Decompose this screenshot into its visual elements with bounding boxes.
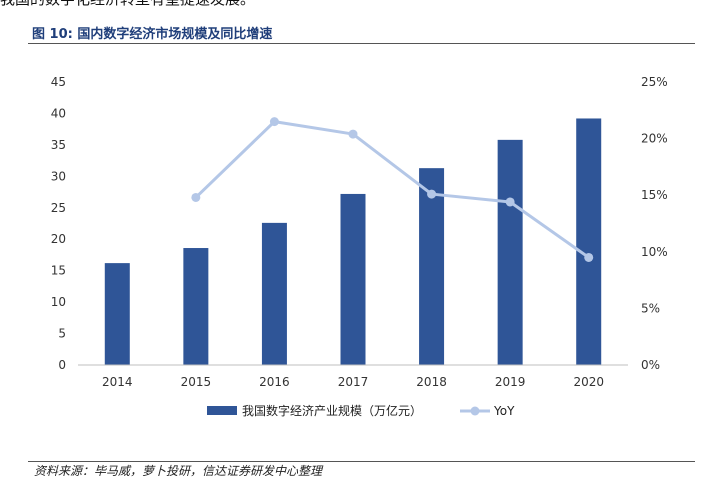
y-right-tick-label: 5% [641, 301, 660, 315]
bar [104, 263, 130, 365]
y-left-tick-label: 25 [51, 201, 66, 215]
y-left-tick-label: 45 [51, 75, 66, 89]
bar [261, 222, 287, 365]
y-left-tick-label: 35 [51, 138, 66, 152]
yoy-point [505, 197, 515, 207]
title-divider [28, 43, 695, 44]
bar [183, 248, 209, 365]
y-right-tick-label: 0% [641, 358, 660, 372]
figure-title: 图 10: 国内数字经济市场规模及同比增速 [32, 27, 273, 42]
yoy-line [194, 120, 590, 259]
y-left-tick-label: 15 [51, 264, 66, 278]
bar [419, 168, 445, 365]
x-tick-label: 2018 [416, 375, 447, 389]
intro-text: 我国的数字化经济转型有望提速发展。 [0, 0, 255, 9]
y-left-tick-label: 30 [51, 169, 66, 183]
y-left-tick-label: 40 [51, 106, 66, 120]
y-right-tick-label: 20% [641, 132, 668, 146]
y-left-tick-label: 0 [58, 358, 66, 372]
x-tick-label: 2015 [181, 375, 212, 389]
legend-swatch-bar [207, 406, 237, 415]
bar [340, 193, 366, 365]
legend-swatch-marker [470, 406, 480, 416]
x-tick-label: 2014 [102, 375, 133, 389]
legend-label: YoY [493, 404, 515, 418]
x-tick-label: 2016 [259, 375, 290, 389]
x-tick-label: 2017 [338, 375, 369, 389]
bar [497, 139, 523, 365]
yoy-point [191, 192, 201, 202]
source-divider [28, 461, 695, 462]
x-tick-label: 2019 [495, 375, 526, 389]
yoy-point [269, 117, 279, 127]
x-tick-label: 2020 [573, 375, 604, 389]
yoy-point [348, 129, 358, 139]
y-right-tick-label: 15% [641, 188, 668, 202]
y-left-tick-label: 10 [51, 295, 66, 309]
y-right-tick-label: 25% [641, 75, 668, 89]
legend-label: 我国数字经济产业规模（万亿元） [242, 403, 422, 418]
y-left-tick-label: 5 [58, 327, 66, 341]
bar [576, 118, 602, 365]
yoy-point [584, 252, 594, 262]
source-note: 资料来源：毕马威，萝卜投研，信达证券研发中心整理 [34, 464, 323, 478]
yoy-point [427, 189, 437, 199]
y-right-tick-label: 10% [641, 245, 668, 259]
y-left-tick-label: 20 [51, 232, 66, 246]
